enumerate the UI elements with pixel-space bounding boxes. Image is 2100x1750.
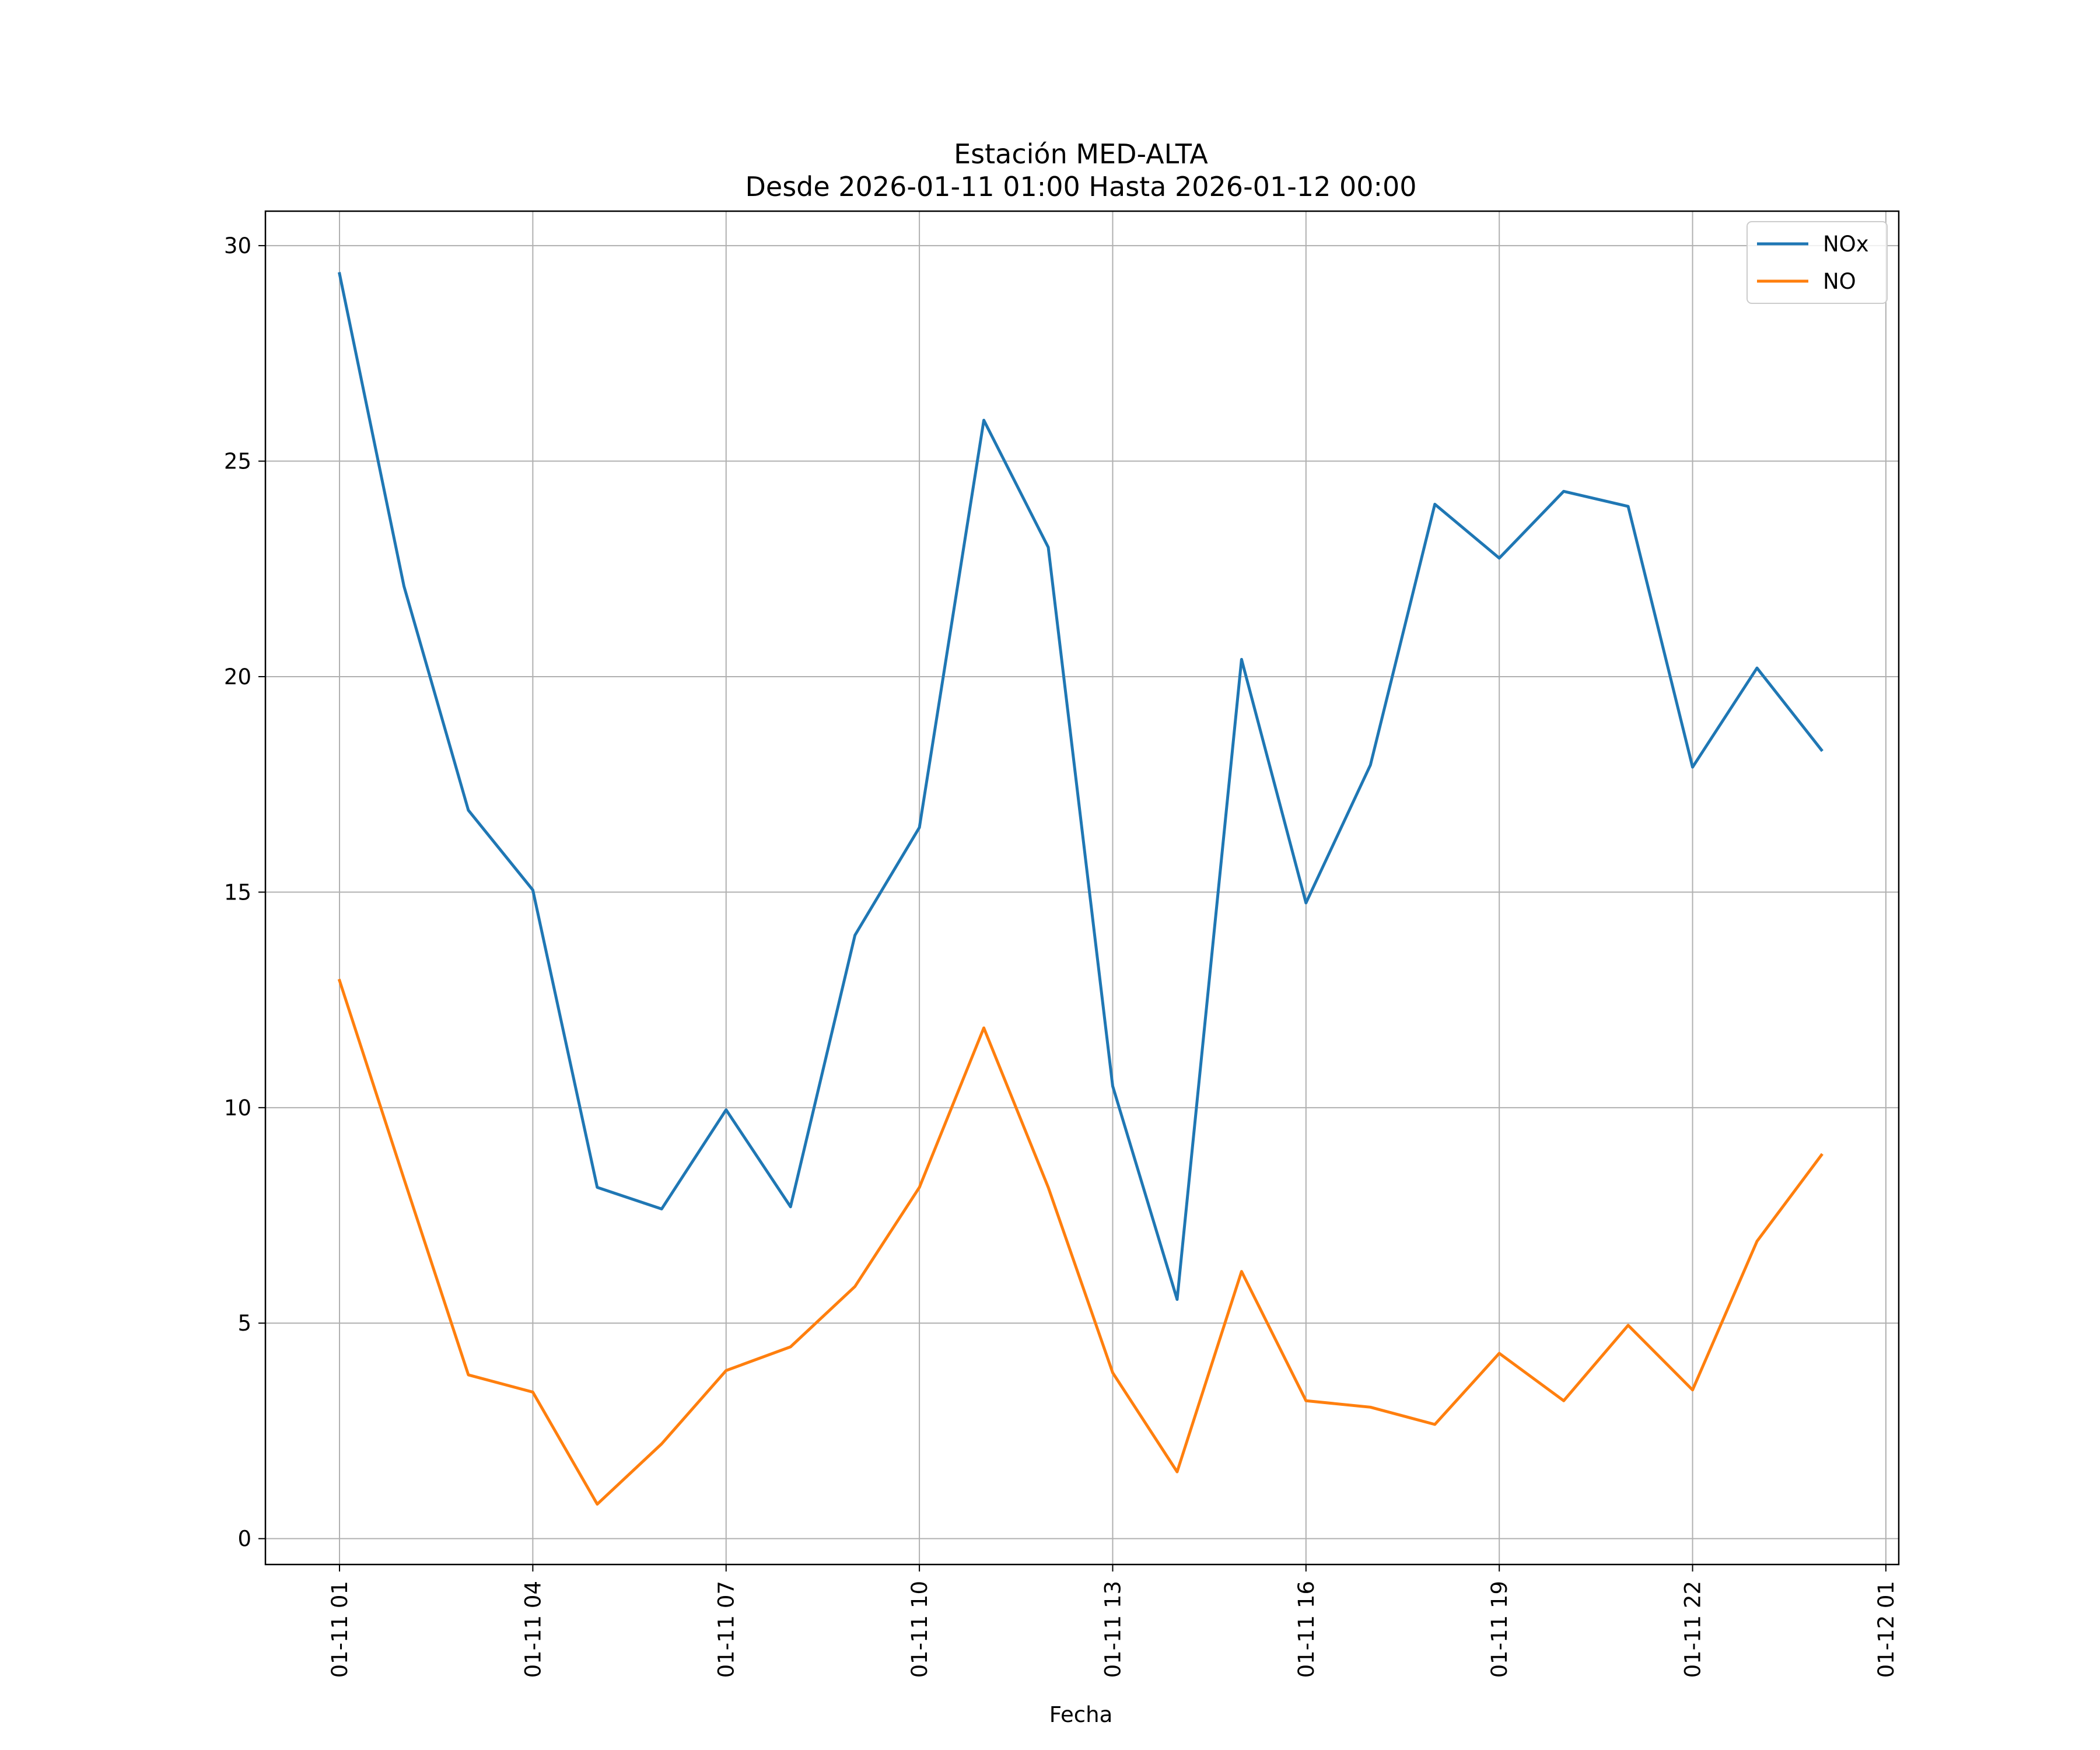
data-point-no bbox=[1433, 1423, 1437, 1426]
data-point-nox bbox=[338, 272, 341, 275]
y-tick-label: 0 bbox=[237, 1527, 251, 1552]
data-point-no bbox=[660, 1442, 663, 1446]
grid-lines bbox=[265, 211, 1899, 1564]
data-point-nox bbox=[467, 808, 470, 812]
series-line-no bbox=[337, 978, 1824, 1506]
data-point-no bbox=[982, 1026, 986, 1030]
data-point-nox bbox=[596, 1186, 599, 1189]
data-point-no bbox=[918, 1186, 921, 1189]
data-point-nox bbox=[660, 1207, 663, 1210]
data-point-nox bbox=[1046, 545, 1050, 549]
data-point-no bbox=[531, 1390, 534, 1394]
plot-frame bbox=[264, 210, 1900, 1566]
data-point-nox bbox=[724, 1108, 728, 1112]
data-point-no bbox=[789, 1345, 792, 1349]
x-tick-label: 01-11 22 bbox=[1681, 1581, 1706, 1678]
data-point-no bbox=[1755, 1240, 1759, 1243]
y-tick-label: 15 bbox=[224, 880, 251, 905]
x-tick-label: 01-11 04 bbox=[520, 1581, 545, 1678]
data-point-nox bbox=[853, 933, 857, 937]
x-tick-label: 01-11 19 bbox=[1487, 1581, 1512, 1678]
data-point-no bbox=[853, 1284, 857, 1288]
data-point-no bbox=[338, 979, 341, 982]
data-point-nox bbox=[918, 826, 921, 830]
data-point-nox bbox=[402, 584, 405, 588]
data-point-nox bbox=[1433, 502, 1437, 506]
data-point-no bbox=[1562, 1399, 1566, 1402]
x-tick-label: 01-11 13 bbox=[1100, 1581, 1125, 1678]
y-tick-label: 20 bbox=[224, 664, 251, 690]
data-point-no bbox=[1111, 1371, 1114, 1374]
y-tick-label: 25 bbox=[224, 449, 251, 474]
data-point-no bbox=[1240, 1270, 1243, 1273]
data-point-nox bbox=[1111, 1084, 1114, 1088]
y-tick-label: 10 bbox=[224, 1096, 251, 1121]
data-point-no bbox=[1046, 1186, 1050, 1189]
data-point-nox bbox=[1240, 657, 1243, 661]
data-point-no bbox=[1497, 1352, 1501, 1355]
data-point-no bbox=[467, 1373, 470, 1377]
chart-title: Estación MED-ALTA bbox=[954, 138, 1208, 170]
data-point-no bbox=[1819, 1153, 1823, 1157]
data-point-nox bbox=[1691, 765, 1695, 769]
data-point-no bbox=[596, 1503, 599, 1506]
series-lines bbox=[337, 272, 1824, 1506]
data-point-nox bbox=[531, 888, 534, 892]
legend-label-nox: NOx bbox=[1823, 232, 1869, 257]
data-point-nox bbox=[1497, 556, 1501, 560]
data-point-no bbox=[1691, 1388, 1695, 1392]
data-point-no bbox=[1368, 1405, 1372, 1409]
data-point-nox bbox=[1755, 666, 1759, 670]
axis-ticks: 0 5 10 15 20 25 30 01-11 01 01-11 04 01-11 07 01-1… bbox=[224, 233, 1899, 1678]
x-tick-label: 01-11 07 bbox=[714, 1581, 739, 1678]
data-point-nox bbox=[982, 418, 986, 422]
data-point-nox bbox=[1304, 901, 1308, 905]
y-tick-label: 5 bbox=[237, 1311, 251, 1336]
x-tick-label: 01-11 01 bbox=[327, 1581, 352, 1678]
data-point-nox bbox=[789, 1205, 792, 1209]
chart-subtitle: Desde 2026-01-11 01:00 Hasta 2026-01-12 … bbox=[745, 171, 1416, 202]
legend-box bbox=[1746, 221, 1888, 304]
x-tick-label: 01-11 16 bbox=[1294, 1581, 1319, 1678]
x-tick-label: 01-11 10 bbox=[907, 1581, 932, 1678]
x-tick-label: 01-12 01 bbox=[1874, 1581, 1899, 1678]
legend: NOx NO bbox=[1746, 221, 1888, 304]
data-point-nox bbox=[1562, 489, 1566, 493]
data-point-nox bbox=[1819, 748, 1823, 752]
data-point-nox bbox=[1626, 505, 1630, 508]
series-line-nox bbox=[338, 272, 1824, 1301]
data-point-no bbox=[1626, 1324, 1630, 1327]
data-point-no bbox=[724, 1369, 728, 1373]
x-axis-label: Fecha bbox=[1049, 1702, 1113, 1727]
legend-label-no: NO bbox=[1823, 269, 1856, 294]
data-point-no bbox=[1175, 1470, 1179, 1474]
data-point-nox bbox=[1368, 763, 1372, 766]
data-point-no bbox=[1304, 1399, 1308, 1402]
data-point-no bbox=[402, 1177, 405, 1181]
data-point-nox bbox=[1175, 1298, 1179, 1301]
y-tick-label: 30 bbox=[224, 233, 251, 258]
